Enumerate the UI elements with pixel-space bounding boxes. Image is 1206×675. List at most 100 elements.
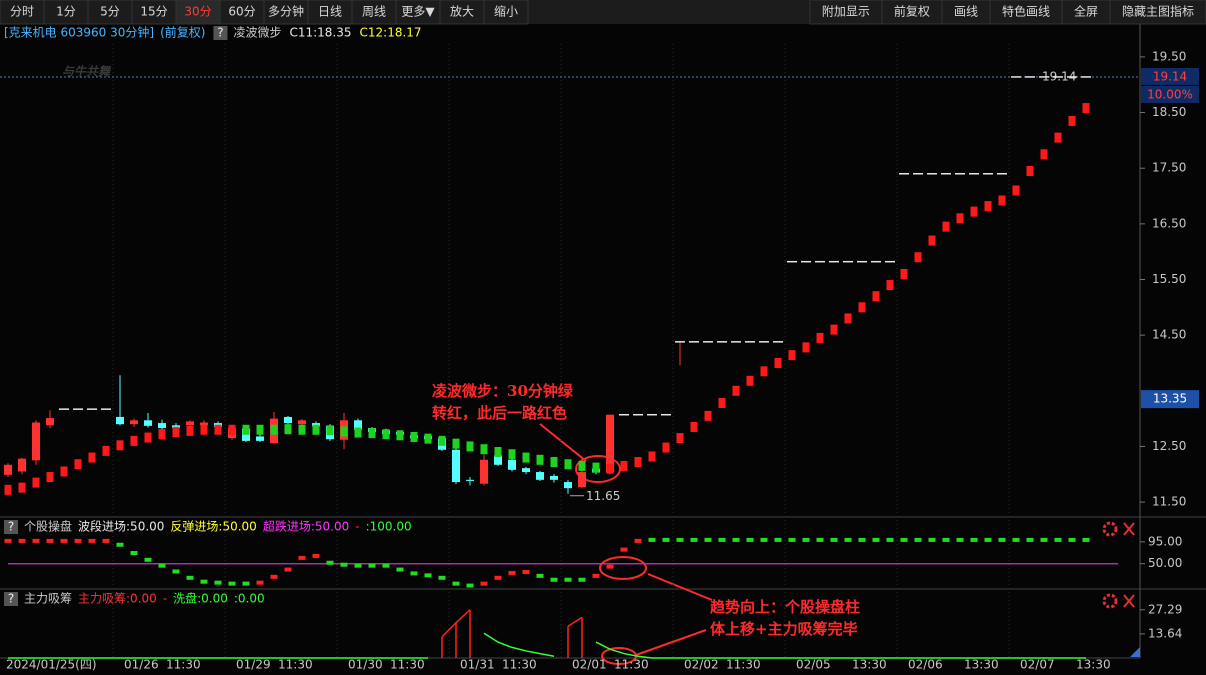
x-tick-label: 01/30 [348,658,383,672]
indicator-block [1026,165,1034,176]
close-icon[interactable] [1123,594,1135,608]
signal-marker [788,537,796,542]
toolbar-button[interactable] [809,0,883,25]
toolbar-label[interactable]: 1分 [56,5,76,19]
x-tick-label: 11:30 [278,658,313,672]
help-box[interactable] [4,592,18,606]
low-mark-label: 11.65 [586,489,620,503]
toolbar-label[interactable]: 画线 [954,5,978,19]
indicator-block [508,449,516,460]
toolbar-button[interactable] [351,0,397,25]
candle-body [186,421,194,426]
toolbar-button[interactable] [263,0,309,25]
legend-entry: 洗盘:0.00 [173,591,228,606]
indicator-block [788,350,796,361]
cursor-box-label: 13.35 [1153,392,1187,406]
toolbar-button[interactable] [881,0,943,25]
toolbar-label[interactable]: 日线 [318,5,342,19]
x-tick-label: 13:30 [1076,658,1111,672]
help-icon[interactable]: ? [217,26,223,40]
toolbar-button[interactable] [1061,0,1111,25]
help-icon[interactable]: ? [8,520,14,534]
signal-marker [648,537,656,542]
toolbar-button[interactable] [307,0,353,25]
signal-marker [396,567,404,572]
toolbar-label[interactable]: 5分 [100,5,120,19]
indicator-name: 凌波微步 [233,26,281,40]
candle-body [550,475,558,480]
signal-marker [438,575,446,580]
toolbar-label[interactable]: 附加显示 [822,5,870,19]
indicator-block [774,357,782,368]
toolbar-label[interactable]: 周线 [362,5,386,19]
signal-marker [354,563,362,568]
y-tick-label: 11.50 [1152,495,1186,509]
indicator-block [816,332,824,343]
toolbar-button[interactable] [483,0,529,25]
toolbar-label[interactable]: 隐藏主图指标 [1122,4,1194,19]
toolbar-label[interactable]: 30分 [184,5,211,19]
toolbar-label[interactable]: 放大 [450,4,474,19]
candle-body [18,458,26,472]
toolbar-label[interactable]: 全屏 [1074,4,1098,19]
toolbar-label[interactable]: 缩小 [494,4,518,19]
toolbar-button[interactable] [439,0,485,25]
toolbar-label[interactable]: 更多▼ [401,5,435,19]
signal-marker [816,537,824,542]
toolbar-button[interactable] [941,0,991,25]
toolbar-button[interactable] [989,0,1063,25]
signal-marker [340,562,348,567]
x-tick-label: 01/26 [124,658,159,672]
y-tick-label: 13.64 [1148,626,1182,640]
signal-marker [382,563,390,568]
indicator-block [158,429,166,440]
y-tick-label: 95.00 [1148,534,1182,548]
signal-marker [774,537,782,542]
gear-icon[interactable] [1102,593,1118,609]
candle-body [522,468,530,473]
indicator-block [914,252,922,263]
indicator-block [480,444,488,455]
indicator-block [452,438,460,449]
toolbar-button[interactable] [395,0,441,25]
signal-marker [88,538,96,543]
close-icon[interactable] [1123,522,1135,536]
annotation: 凌波微步：30分钟绿 [432,382,574,400]
change-box-label: 10.00% [1147,87,1193,101]
signal-marker [4,538,12,543]
gear-icon[interactable] [1102,521,1118,537]
toolbar-label[interactable]: 60分 [228,5,255,19]
indicator-block [60,466,68,477]
highlight-ellipse [575,455,621,483]
y-tick-label: 18.50 [1152,105,1186,119]
toolbar-label[interactable]: 15分 [140,5,167,19]
help-icon[interactable]: ? [8,592,14,606]
toolbar-label[interactable]: 特色画线 [1002,4,1050,19]
help-box[interactable] [213,26,228,40]
legend-entry: - [163,592,167,606]
indicator-block [1040,149,1048,160]
candle-body [200,422,208,426]
help-box[interactable] [4,520,18,534]
toolbar-label[interactable]: 分时 [10,5,34,19]
indicator-block [326,425,334,436]
panel-title: 主力吸筹 [24,592,72,606]
signal-marker [578,577,586,582]
indicator-block [312,424,320,435]
y-tick-label: 17.50 [1152,161,1186,175]
x-tick-label: 02/06 [908,658,943,672]
x-tick-label: 13:30 [964,658,999,672]
annotation: 转红，此后一路红色 [432,404,567,422]
candle-body [4,464,12,475]
signal-marker [886,537,894,542]
indicator-block [88,452,96,463]
indicator-block [592,462,600,473]
signal-marker [704,537,712,542]
toolbar-label[interactable]: 前复权 [894,4,930,19]
indicator-value: C11:18.35 [289,26,351,40]
signal-marker [46,538,54,543]
toolbar-label[interactable]: 多分钟 [268,4,304,19]
signal-marker [676,537,684,542]
toolbar-button[interactable] [43,0,89,25]
